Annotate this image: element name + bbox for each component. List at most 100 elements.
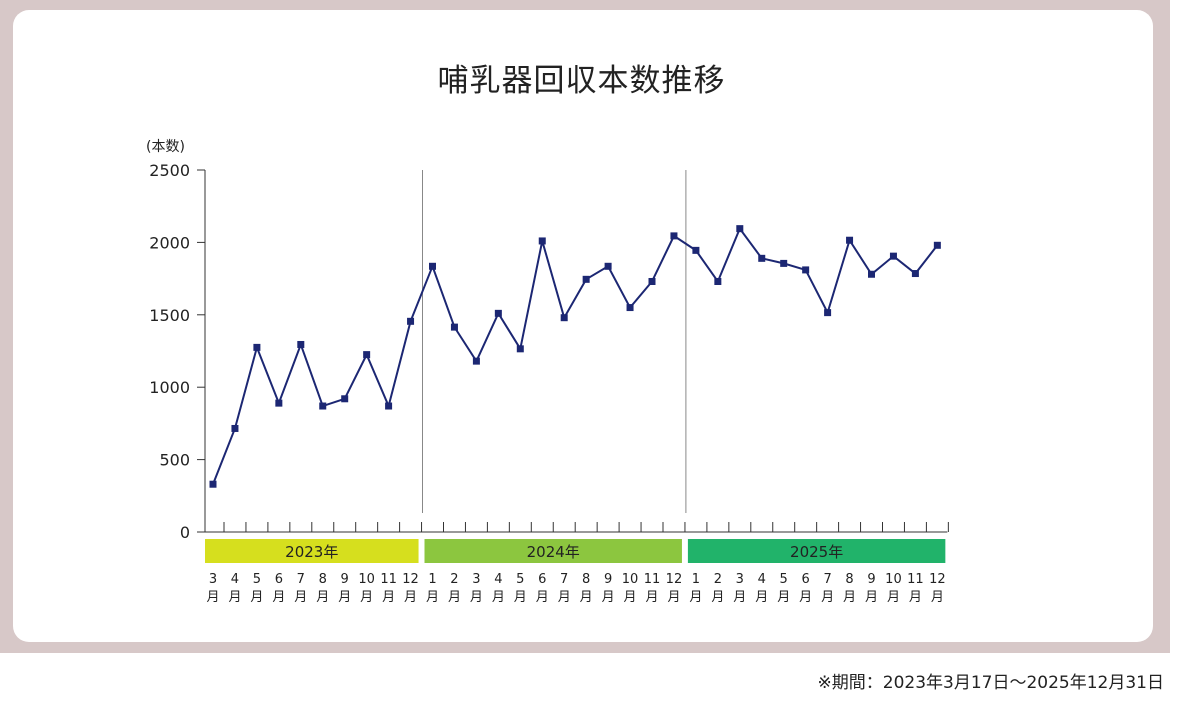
month-suffix: 月 — [733, 590, 746, 605]
month-suffix: 月 — [624, 590, 637, 605]
month-number: 10 — [622, 572, 639, 587]
month-suffix: 月 — [821, 590, 834, 605]
data-point — [275, 399, 283, 407]
month-suffix: 月 — [645, 590, 658, 605]
month-number: 3 — [736, 572, 744, 587]
data-point — [341, 395, 349, 403]
month-suffix: 月 — [338, 590, 351, 605]
data-point — [429, 262, 436, 270]
chart-title: 哺乳器回収本数推移 — [437, 63, 726, 99]
month-suffix: 月 — [448, 590, 461, 605]
data-point — [582, 275, 590, 283]
month-suffix: 月 — [272, 590, 285, 605]
data-point — [407, 317, 415, 325]
data-point — [670, 232, 678, 240]
month-suffix: 月 — [492, 590, 505, 605]
data-point — [560, 314, 568, 322]
data-point — [648, 277, 656, 285]
data-point — [472, 357, 480, 365]
month-suffix: 月 — [931, 590, 944, 605]
data-point — [538, 237, 546, 245]
data-point — [758, 254, 766, 262]
month-suffix: 月 — [514, 590, 527, 605]
data-point — [736, 225, 744, 233]
line-chart: (本数)050010001500200025002023年3月4月5月6月7月8… — [146, 139, 949, 605]
data-point — [231, 424, 239, 432]
month-number: 9 — [867, 572, 875, 587]
year-band-label: 2024年 — [527, 543, 580, 561]
month-suffix: 月 — [711, 590, 724, 605]
data-point — [516, 345, 524, 353]
month-suffix: 月 — [206, 590, 219, 605]
data-point — [714, 277, 722, 285]
month-number: 9 — [341, 572, 349, 587]
y-axis-label: (本数) — [146, 139, 185, 155]
month-suffix: 月 — [360, 590, 373, 605]
month-suffix: 月 — [404, 590, 417, 605]
month-number: 6 — [538, 572, 546, 587]
month-suffix: 月 — [667, 590, 680, 605]
series-line — [212, 226, 939, 485]
month-suffix: 月 — [294, 590, 307, 605]
y-tick-label: 500 — [159, 451, 190, 470]
period-footnote: ※期間：2023年3月17日～2025年12月31日 — [817, 673, 1164, 693]
month-suffix: 月 — [887, 590, 900, 605]
year-band — [424, 539, 682, 563]
data-point — [253, 343, 261, 351]
data-point — [450, 323, 458, 331]
y-tick-label: 0 — [180, 523, 190, 542]
data-point — [911, 270, 919, 278]
month-number: 3 — [472, 572, 480, 587]
month-suffix: 月 — [228, 590, 241, 605]
month-number: 3 — [209, 572, 217, 587]
month-suffix: 月 — [536, 590, 549, 605]
data-point — [494, 309, 502, 317]
month-suffix: 月 — [865, 590, 878, 605]
month-suffix: 月 — [909, 590, 922, 605]
y-tick-label: 2000 — [149, 233, 190, 252]
data-point — [209, 480, 217, 488]
data-point — [604, 262, 612, 270]
year-band — [205, 539, 419, 563]
month-suffix: 月 — [580, 590, 593, 605]
month-number: 1 — [428, 572, 436, 587]
month-suffix: 月 — [843, 590, 856, 605]
month-number: 7 — [297, 572, 305, 587]
month-number: 5 — [516, 572, 524, 587]
month-number: 12 — [666, 572, 683, 587]
data-point — [319, 402, 327, 410]
month-number: 6 — [275, 572, 283, 587]
data-point — [868, 270, 875, 278]
month-number: 11 — [907, 572, 924, 587]
month-suffix: 月 — [689, 590, 702, 605]
data-point — [385, 402, 393, 410]
month-number: 8 — [582, 572, 590, 587]
month-number: 1 — [692, 572, 700, 587]
month-number: 8 — [319, 572, 327, 587]
month-number: 4 — [758, 572, 766, 587]
month-number: 5 — [780, 572, 788, 587]
month-number: 11 — [644, 572, 661, 587]
data-point — [297, 340, 305, 348]
month-number: 7 — [823, 572, 831, 587]
month-suffix: 月 — [382, 590, 395, 605]
y-tick-label: 1000 — [149, 378, 190, 397]
data-point — [889, 252, 897, 260]
data-point — [802, 266, 810, 274]
data-point — [692, 246, 700, 254]
month-number: 5 — [253, 572, 261, 587]
month-suffix: 月 — [426, 590, 439, 605]
month-suffix: 月 — [602, 590, 615, 605]
month-suffix: 月 — [799, 590, 812, 605]
chart-card — [13, 10, 1153, 642]
month-number: 6 — [802, 572, 810, 587]
y-tick-label: 1500 — [149, 306, 190, 325]
month-number: 2 — [714, 572, 722, 587]
year-band-label: 2023年 — [285, 543, 338, 561]
month-suffix: 月 — [470, 590, 483, 605]
data-point — [626, 304, 634, 312]
month-number: 4 — [494, 572, 502, 587]
month-suffix: 月 — [558, 590, 571, 605]
month-number: 10 — [358, 572, 375, 587]
data-point — [780, 259, 788, 267]
